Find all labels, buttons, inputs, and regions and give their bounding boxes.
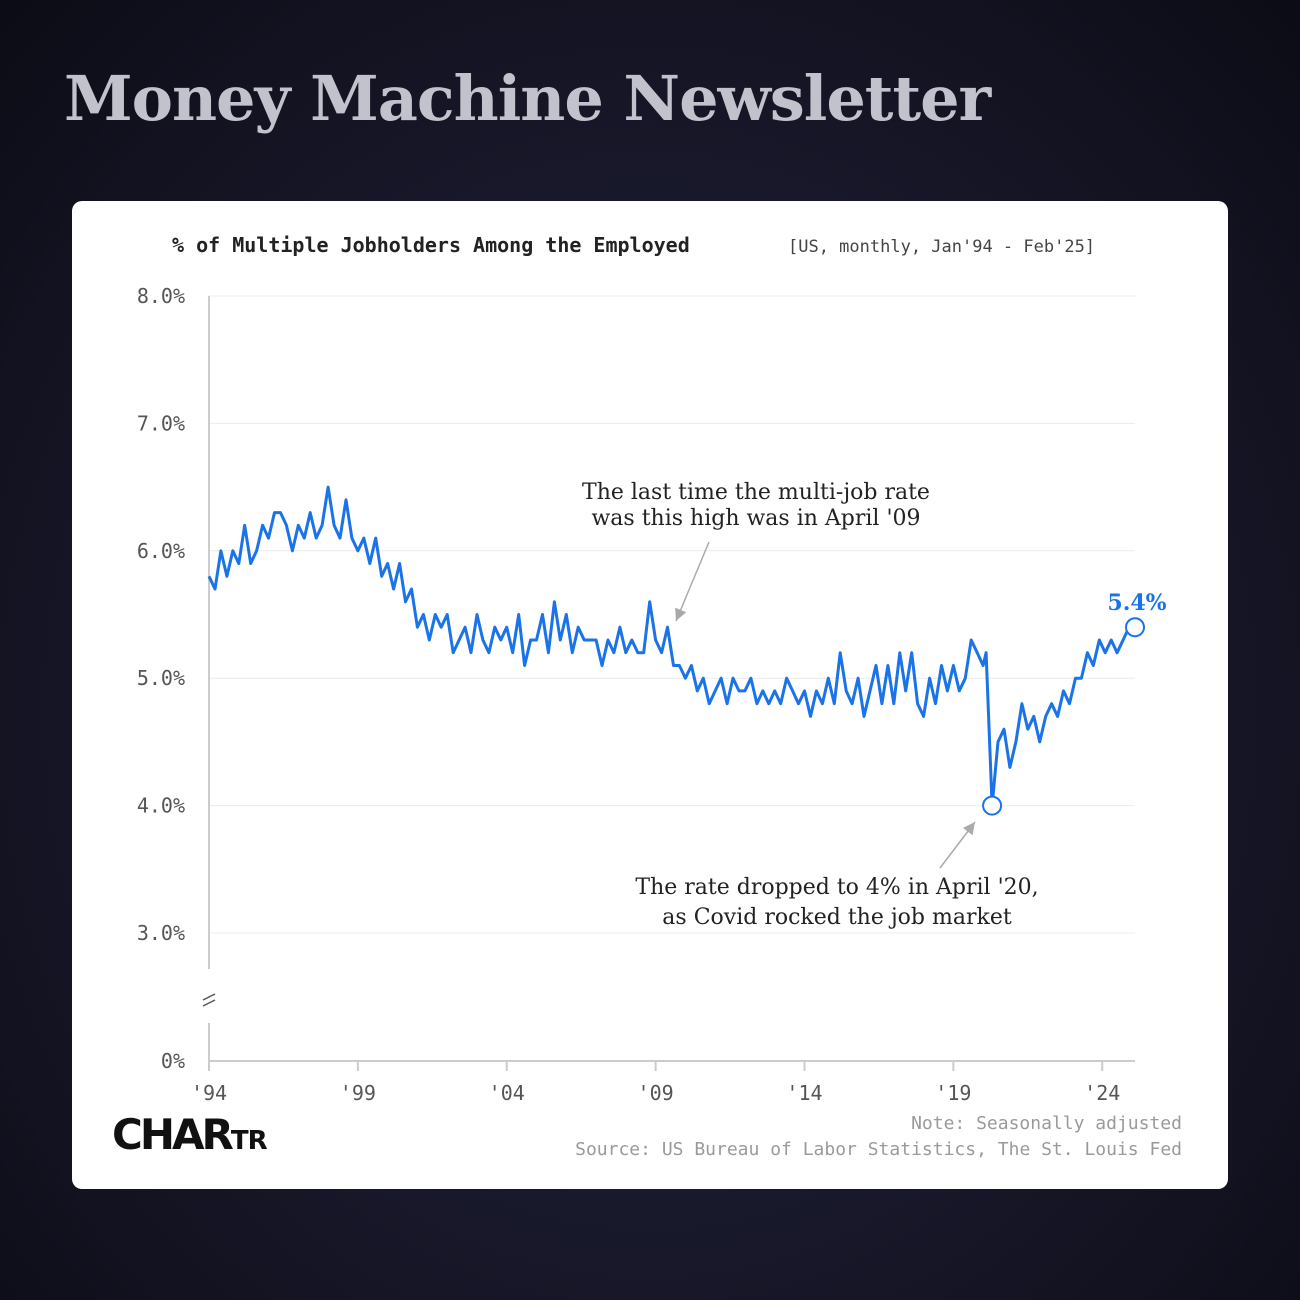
annotation-text: The last time the multi-job rate was this… xyxy=(582,480,930,531)
annotation-line: The rate dropped to 4% in April '20, xyxy=(635,875,1038,900)
series-line xyxy=(207,485,1135,808)
y-tick-label: 5.0% xyxy=(137,666,185,690)
line-chart: % of Multiple Jobholders Among the Emplo… xyxy=(137,233,1167,1105)
axis-break-mark xyxy=(202,999,216,1007)
axis-break-mark xyxy=(202,993,216,1001)
y-tick-label: 7.0% xyxy=(137,411,185,435)
x-tick-label: '99 xyxy=(340,1081,376,1105)
x-tick-label: '94 xyxy=(191,1081,227,1105)
x-tick-label: '09 xyxy=(638,1081,674,1105)
x-tick-label: '14 xyxy=(786,1081,822,1105)
highlight-marker xyxy=(982,795,1003,816)
annotation-text: The rate dropped to 4% in April '20, as C… xyxy=(635,875,1038,930)
highlight-marker xyxy=(1125,617,1145,638)
axes: 8.0% 7.0% 6.0% 5.0% 4.0% 3.0% 0%'94 '99 '04 '09 '1… xyxy=(137,284,1135,1105)
y-tick-label: 6.0% xyxy=(137,539,185,563)
chart-card: % of Multiple Jobholders Among the Emplo… xyxy=(72,201,1228,1189)
note-text: Note: Seasonally adjusted xyxy=(911,1113,1182,1134)
chart-title: % of Multiple Jobholders Among the Emplo… xyxy=(172,233,690,257)
y-tick-label: 3.0% xyxy=(137,921,185,945)
chartr-logo: CHARTR xyxy=(112,1110,268,1159)
annotations: The last time the multi-job rate was this… xyxy=(582,480,1039,930)
annotation-line: The last time the multi-job rate xyxy=(582,480,930,505)
annotation-arrowhead xyxy=(963,822,975,836)
annotation-line: as Covid rocked the job market xyxy=(662,905,1012,930)
gridlines xyxy=(209,295,1135,934)
annotation-arrowhead xyxy=(675,607,687,621)
x-tick-label: '04 xyxy=(489,1081,525,1105)
annotation-line: was this high was in April '09 xyxy=(591,506,920,531)
y-tick-label: 4.0% xyxy=(137,794,185,818)
y-tick-label: 0% xyxy=(161,1049,185,1073)
highlight-label: 5.4% xyxy=(1107,590,1166,616)
annotation-arrow-line xyxy=(675,541,710,622)
newsletter-title: Money Machine Newsletter xyxy=(64,62,991,135)
y-tick-label: 8.0% xyxy=(137,284,185,308)
source-text: Source: US Bureau of Labor Statistics, T… xyxy=(575,1139,1182,1160)
x-tick-label: '24 xyxy=(1084,1081,1120,1105)
series-layer: 5.4% xyxy=(207,485,1167,816)
x-tick-label: '19 xyxy=(935,1081,971,1105)
chart-subtitle: [US, monthly, Jan'94 - Feb'25] xyxy=(788,237,1095,257)
